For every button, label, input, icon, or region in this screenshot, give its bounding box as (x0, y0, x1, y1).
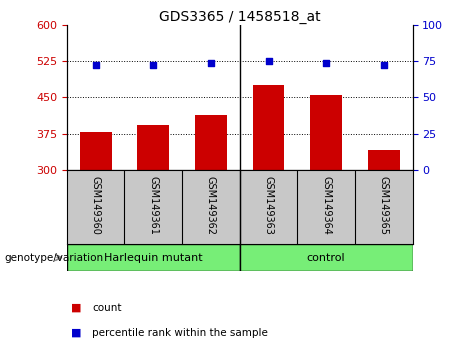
Text: GSM149365: GSM149365 (379, 176, 389, 235)
Title: GDS3365 / 1458518_at: GDS3365 / 1458518_at (159, 10, 320, 24)
Bar (240, 244, 413, 271)
Text: GSM149360: GSM149360 (91, 176, 100, 235)
Point (265, 58, 272, 64)
Point (149, 63, 157, 68)
Bar (253, 85, 284, 170)
Text: percentile rank within the sample: percentile rank within the sample (92, 328, 268, 338)
Text: GSM149363: GSM149363 (264, 176, 273, 235)
Text: ■: ■ (71, 303, 82, 313)
Bar (195, 115, 227, 170)
Bar (67, 244, 240, 271)
Point (92, 63, 99, 68)
Text: GSM149361: GSM149361 (148, 176, 158, 235)
Point (380, 63, 387, 68)
Text: Harlequin mutant: Harlequin mutant (104, 252, 202, 263)
Bar (310, 95, 342, 170)
Text: genotype/variation: genotype/variation (5, 252, 104, 263)
Point (322, 60, 330, 65)
Text: count: count (92, 303, 122, 313)
Text: GSM149364: GSM149364 (321, 176, 331, 235)
Bar (80, 132, 112, 170)
Point (207, 60, 214, 65)
Bar (137, 125, 169, 170)
Text: control: control (307, 252, 345, 263)
Text: GSM149362: GSM149362 (206, 176, 216, 235)
Text: ■: ■ (71, 328, 82, 338)
Bar (368, 150, 400, 170)
